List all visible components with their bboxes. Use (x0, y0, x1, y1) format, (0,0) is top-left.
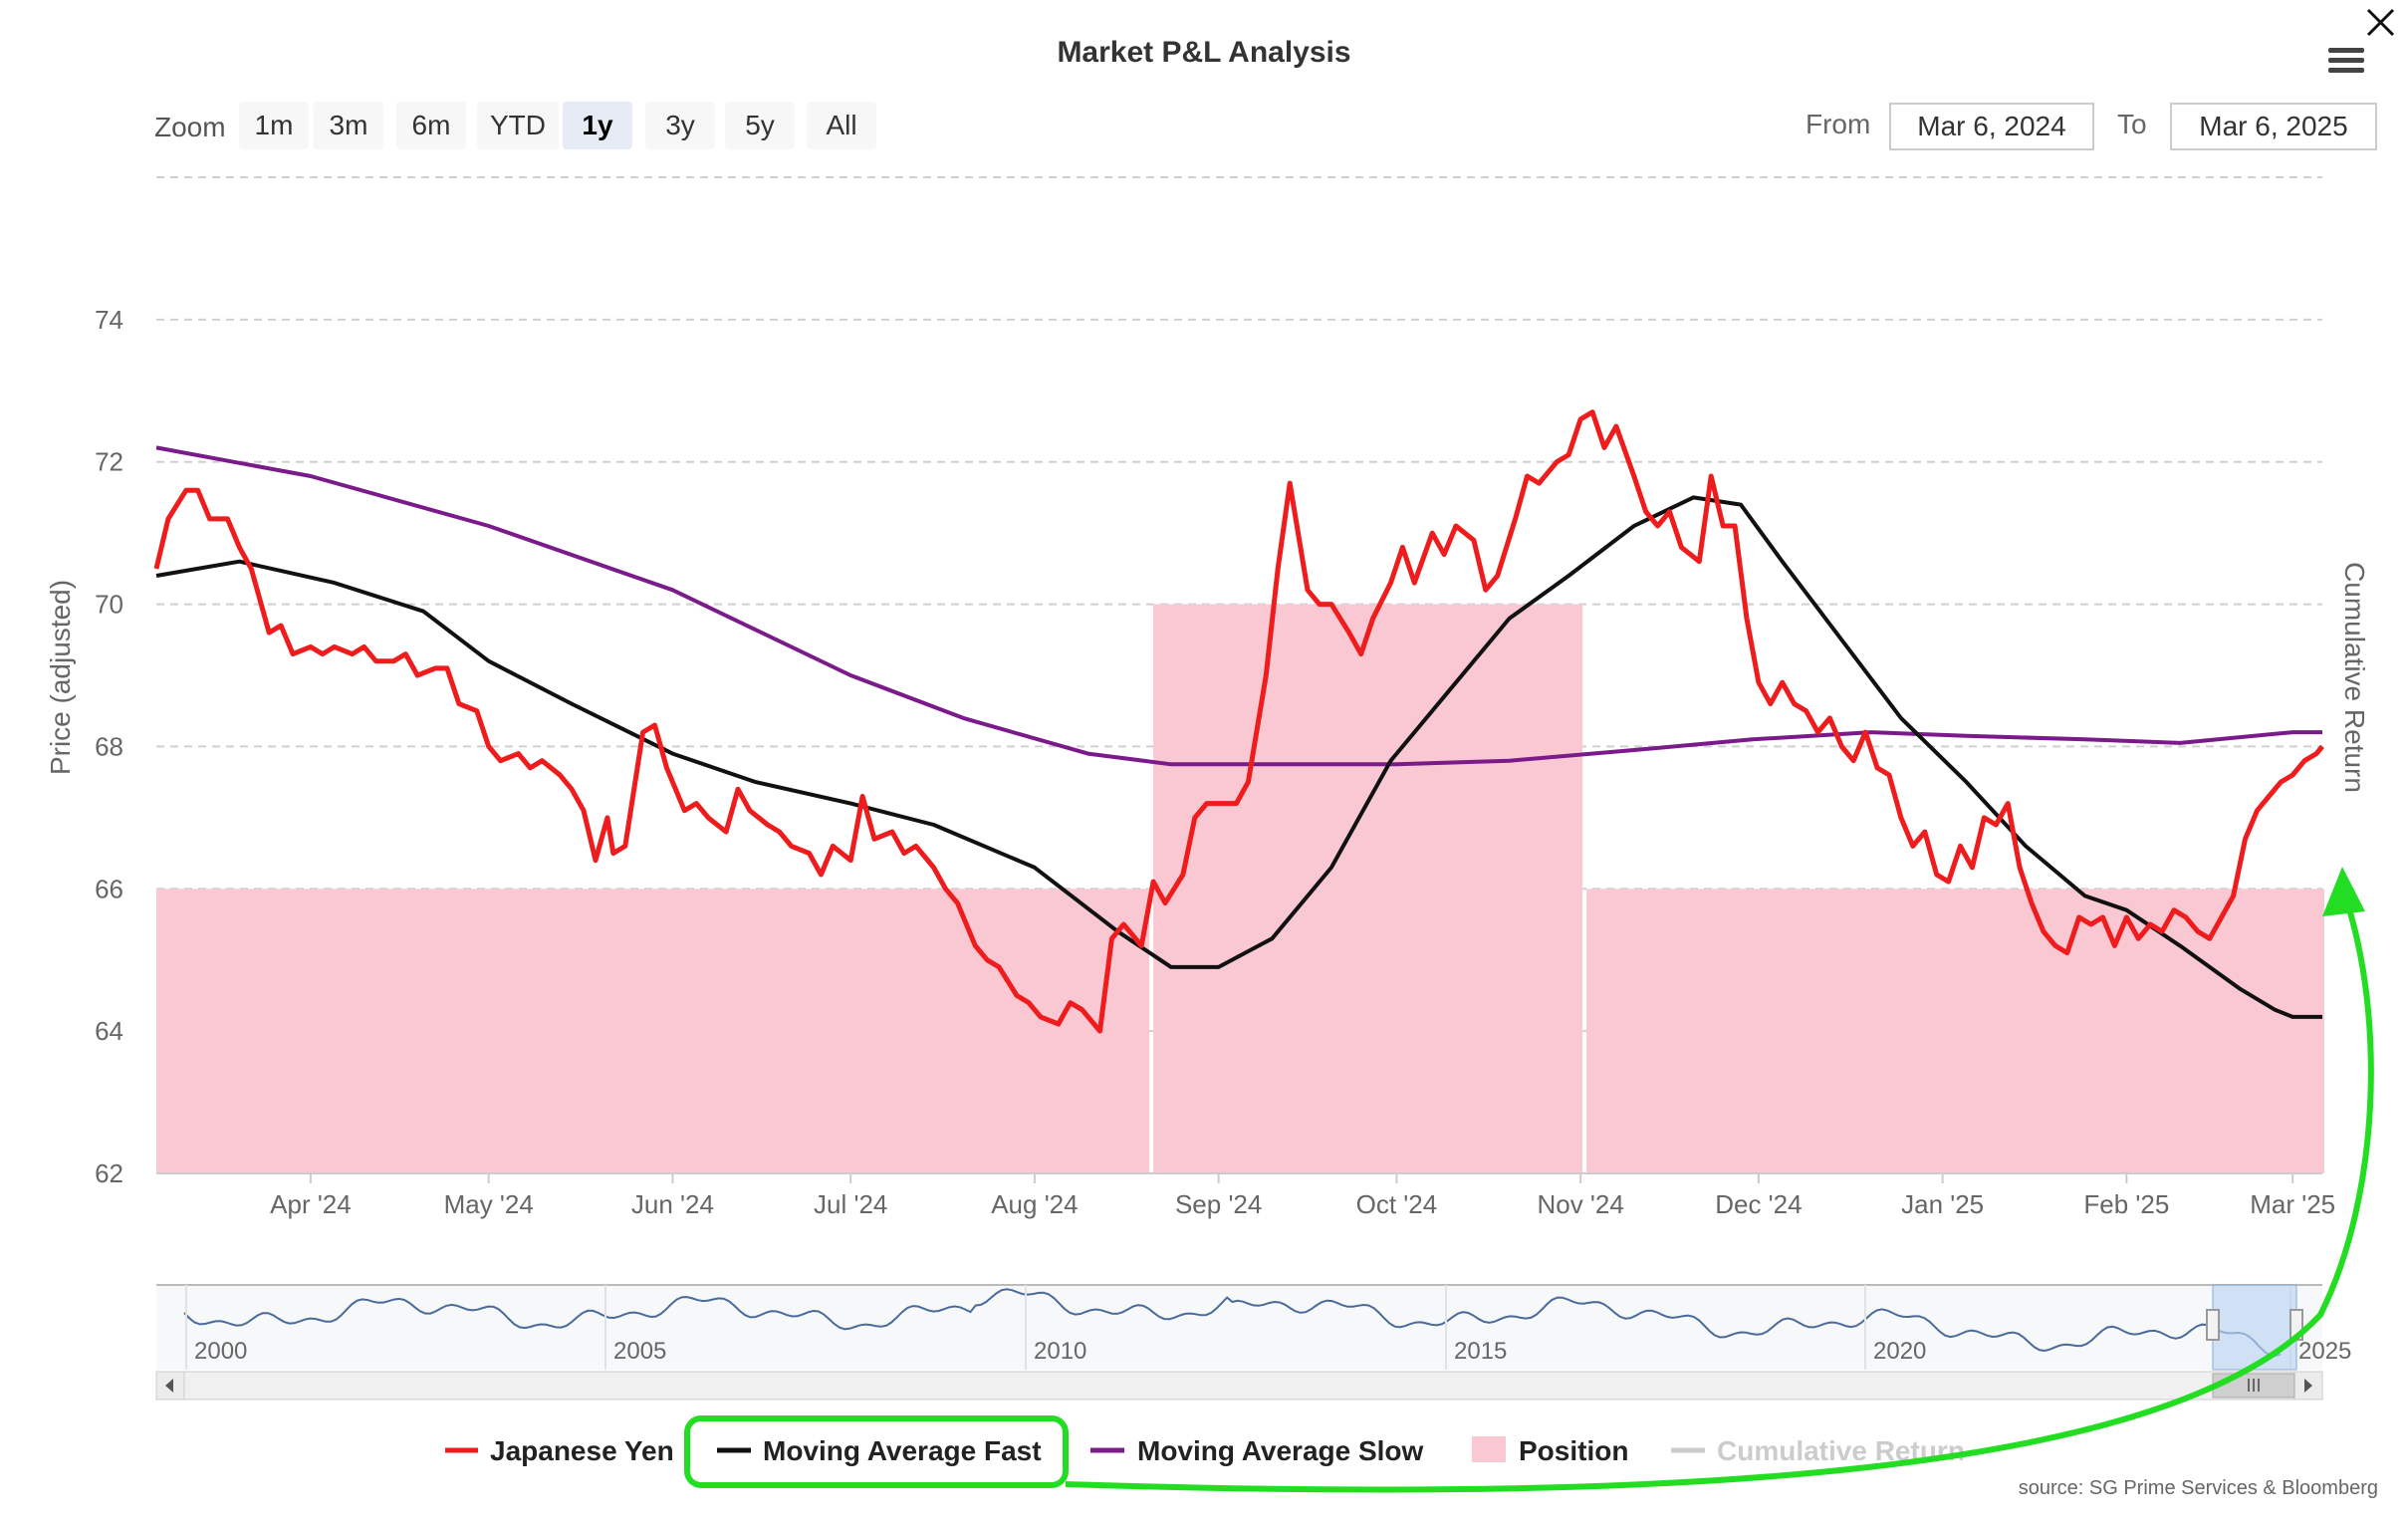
annotation-arrow (1065, 895, 2374, 1493)
y-tick-label: 70 (95, 590, 123, 620)
to-label: To (2117, 109, 2147, 139)
zoom-button-1m[interactable]: 1m (239, 102, 309, 149)
y-axis-title: Price (adjusted) (45, 580, 76, 775)
scrollbar-grip: III (2246, 1376, 2261, 1396)
legend-item-japanese-yen[interactable]: Japanese Yen (445, 1435, 674, 1466)
source-text: source: SG Prime Services & Bloomberg (2019, 1477, 2378, 1499)
x-axis: Apr '24 May '24 Jun '24 Jul '24 Aug '24 Sep '… (156, 1172, 2335, 1219)
chart-title: Market P&L Analysis (1057, 36, 1350, 69)
zoom-button-label: 1y (582, 110, 613, 140)
navigator-tick-label: 2005 (613, 1338, 666, 1365)
navigator-tick-label: 2015 (1454, 1338, 1507, 1365)
y-tick-label: 72 (95, 447, 123, 477)
zoom-label: Zoom (154, 112, 226, 142)
moving-average-fast-line (155, 495, 2322, 1019)
to-date-value: Mar 6, 2025 (2199, 111, 2347, 141)
annotation-highlight-box (684, 1415, 1069, 1488)
scrollbar-left-arrow-icon (165, 1379, 173, 1393)
x-tick-label: Jan '25 (1901, 1189, 1984, 1219)
zoom-button-group: 1m 3m 6m YTD 1y 3y 5y All (239, 102, 876, 149)
y-tick-label: 66 (95, 874, 123, 903)
legend-label-japanese-yen: Japanese Yen (490, 1435, 674, 1466)
x-tick-label: May '24 (444, 1189, 534, 1219)
x-tick-label: Apr '24 (270, 1189, 352, 1219)
x-tick-label: Dec '24 (1715, 1189, 1802, 1219)
y-tick-label: 62 (95, 1158, 123, 1188)
japanese-yen-line (153, 409, 2324, 1034)
legend-label-position: Position (1519, 1435, 1628, 1466)
zoom-button-label: 6m (412, 110, 451, 140)
navigator-selection-window[interactable] (2212, 1284, 2297, 1371)
scrollbar-right-arrow-icon (2304, 1379, 2312, 1393)
zoom-button-6m[interactable]: 6m (396, 102, 466, 149)
y-tick-label: 74 (95, 305, 123, 335)
moving-average-slow-line (155, 445, 2322, 767)
x-tick-label: Jun '24 (631, 1189, 714, 1219)
navigator-tick-label: 2000 (194, 1338, 247, 1365)
x-tick-label: Oct '24 (1356, 1189, 1438, 1219)
from-date-value: Mar 6, 2024 (1917, 111, 2065, 141)
y-tick-label: 68 (95, 731, 123, 761)
annotation-arrowhead (2322, 867, 2365, 916)
x-tick-label: Aug '24 (991, 1189, 1078, 1219)
zoom-button-label: All (826, 110, 856, 140)
navigator-series-line (183, 1288, 2282, 1358)
legend-item-moving-average-fast[interactable]: Moving Average Fast (717, 1435, 1042, 1466)
series-lines (153, 409, 2324, 1034)
position-area (156, 604, 2324, 1173)
y-axis: 62 64 66 68 70 72 74 (95, 305, 123, 1188)
navigator-tick-label: 2020 (1873, 1338, 1926, 1365)
x-tick-label: Sep '24 (1175, 1189, 1262, 1219)
zoom-button-label: 1m (255, 110, 294, 140)
legend-item-moving-average-slow[interactable]: Moving Average Slow (1090, 1435, 1424, 1466)
y2-axis-title: Cumulative Return (2339, 562, 2370, 793)
x-tick-label: Jul '24 (814, 1189, 887, 1219)
navigator[interactable]: 2000 2005 2010 2015 2020 2025 (156, 1284, 2351, 1371)
legend-label-moving-average-slow: Moving Average Slow (1137, 1435, 1424, 1466)
zoom-button-1y[interactable]: 1y (563, 102, 632, 149)
navigator-tick-label: 2025 (2298, 1338, 2351, 1365)
zoom-button-label: 3m (330, 110, 368, 140)
navigator-x-axis: 2000 2005 2010 2015 2020 2025 (185, 1285, 2351, 1370)
zoom-button-3m[interactable]: 3m (314, 102, 383, 149)
zoom-button-label: 3y (665, 110, 695, 140)
position-segment (1153, 604, 1583, 1173)
zoom-button-ytd[interactable]: YTD (477, 102, 559, 149)
zoom-button-3y[interactable]: 3y (645, 102, 715, 149)
scrollbar[interactable]: III (155, 1371, 2323, 1401)
from-label: From (1806, 109, 1870, 139)
x-tick-label: Nov '24 (1537, 1189, 1623, 1219)
zoom-button-all[interactable]: All (807, 102, 876, 149)
x-tick-label: Feb '25 (2083, 1189, 2169, 1219)
position-segment (156, 889, 1150, 1173)
zoom-button-label: YTD (490, 110, 546, 140)
x-tick-label: Mar '25 (2250, 1189, 2335, 1219)
to-date-input[interactable]: Mar 6, 2025 (2170, 103, 2377, 150)
legend-item-position[interactable]: Position (1472, 1435, 1628, 1466)
navigator-handle-left[interactable] (2206, 1309, 2220, 1341)
hamburger-menu-icon[interactable] (2328, 48, 2364, 73)
from-date-input[interactable]: Mar 6, 2024 (1889, 103, 2094, 150)
close-icon[interactable] (2366, 8, 2395, 37)
navigator-tick-label: 2010 (1034, 1338, 1086, 1365)
y-tick-label: 64 (95, 1016, 123, 1046)
legend: Japanese Yen Moving Average Fast Moving … (445, 1435, 1965, 1466)
legend-label-moving-average-fast: Moving Average Fast (763, 1435, 1042, 1466)
zoom-button-5y[interactable]: 5y (725, 102, 795, 149)
zoom-button-label: 5y (745, 110, 775, 140)
